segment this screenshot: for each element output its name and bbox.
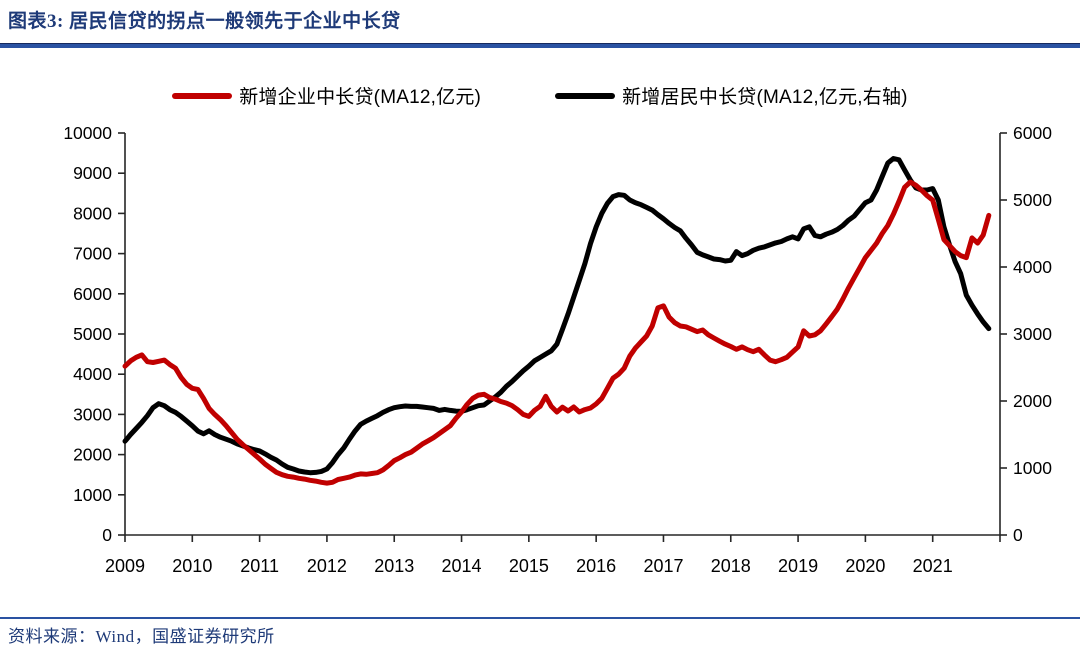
- left-axis-tick-label: 5000: [73, 324, 112, 344]
- right-axis-tick-label: 2000: [1013, 391, 1052, 411]
- left-axis-tick-label: 10000: [63, 123, 112, 143]
- chart-svg: 0 1000 2000 3000 4000 5000 6000 7000 8000 9000 100…: [63, 123, 1052, 576]
- x-axis-year-label: 2010: [172, 556, 212, 576]
- source-note: 资料来源：Wind，国盛证券研究所: [8, 627, 275, 646]
- x-axis-year-label: 2013: [374, 556, 414, 576]
- left-axis-tick-label: 1000: [73, 485, 112, 505]
- x-axis-year-label: 2017: [643, 556, 683, 576]
- corporate-line-swatch: [172, 92, 233, 99]
- left-axis-tick-label: 6000: [73, 284, 112, 304]
- figure-title: 图表3: 居民信贷的拐点一般领先于企业中长贷: [8, 11, 401, 32]
- legend-item-corporate: 新增企业中长贷(MA12,亿元): [172, 82, 481, 109]
- left-axis-tick-label: 7000: [73, 244, 112, 264]
- x-axis-year-label: 2015: [509, 556, 549, 576]
- right-axis-tick-label: 5000: [1013, 190, 1052, 210]
- corporate-loans-line: [122, 179, 992, 486]
- x-axis-year-label: 2018: [711, 556, 751, 576]
- x-axis-year-label: 2019: [778, 556, 818, 576]
- left-axis-tick-label: 4000: [73, 364, 112, 384]
- household-loans-line: [122, 156, 992, 476]
- legend-item-household: 新增居民中长贷(MA12,亿元,右轴): [555, 82, 908, 109]
- x-axis-year-label: 2014: [442, 556, 482, 576]
- legend-label-household: 新增居民中长贷(MA12,亿元,右轴): [622, 87, 908, 108]
- x-axis-year-label: 2011: [240, 556, 279, 576]
- x-axis-year-label: 2020: [845, 556, 885, 576]
- right-axis-tick-label: 4000: [1013, 257, 1052, 277]
- x-axis-year-label: 2021: [913, 556, 953, 576]
- left-axis-tick-label: 9000: [73, 163, 112, 183]
- left-axis-tick-label: 8000: [73, 203, 112, 223]
- legend-label-corporate: 新增企业中长贷(MA12,亿元): [239, 87, 482, 108]
- left-axis-tick-label: 0: [102, 525, 112, 545]
- right-axis-tick-label: 1000: [1013, 458, 1052, 478]
- x-axis-year-label: 2012: [307, 556, 347, 576]
- title-divider: [0, 43, 1080, 48]
- chart-legend: 新增企业中长贷(MA12,亿元) 新增居民中长贷(MA12,亿元,右轴): [0, 82, 1080, 109]
- chart-area: 0 1000 2000 3000 4000 5000 6000 7000 8000 9000 100…: [0, 115, 1080, 600]
- x-axis-year-label: 2009: [105, 556, 145, 576]
- left-axis-tick-label: 3000: [73, 404, 112, 424]
- right-axis-tick-label: 6000: [1013, 123, 1052, 143]
- right-axis-tick-label: 0: [1013, 525, 1023, 545]
- x-axis-year-label: 2016: [576, 556, 616, 576]
- left-axis-tick-label: 2000: [73, 445, 112, 465]
- household-line-swatch: [555, 92, 616, 99]
- right-axis-tick-label: 3000: [1013, 324, 1052, 344]
- footer-divider: [0, 617, 1080, 619]
